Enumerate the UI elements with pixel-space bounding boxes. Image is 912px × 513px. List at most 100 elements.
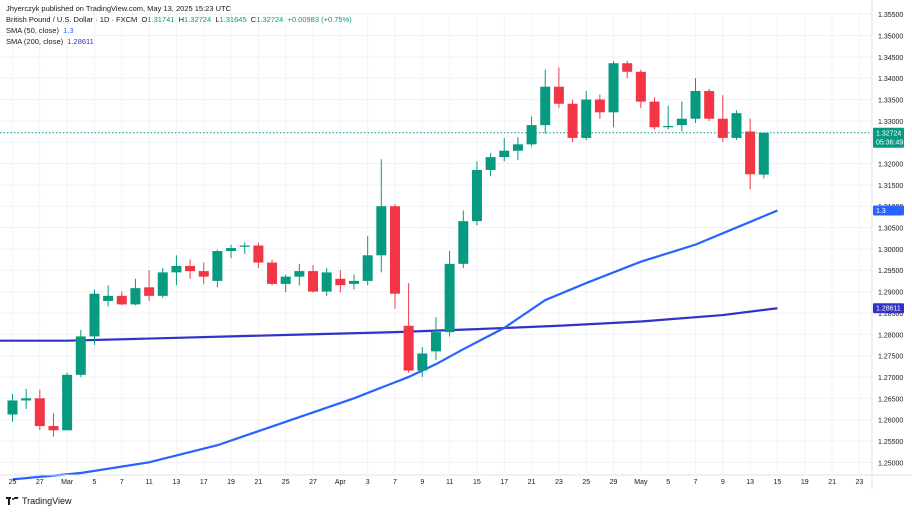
candle-body [553,86,564,104]
candle-body [321,272,332,292]
tradingview-watermark[interactable]: TradingView [6,496,72,506]
candle-up [7,394,18,422]
time-axis[interactable]: 25 27 Mar 5 7 11 13 17 19 21 25 27 Apr 3 7 9 11 15 17 21 23 2… [0,474,912,486]
candle-body [239,245,250,247]
candle-body [294,271,305,277]
tradingview-brand-text: TradingView [22,496,72,506]
candle-body [75,336,86,375]
candle-up [280,274,291,293]
time-tick-label: 19 [801,479,809,486]
candle-up [171,255,182,286]
ohlc-change: +0.00983 (+0.75%) [287,15,352,24]
time-tick-label: 25 [582,479,590,486]
time-tick-label: 7 [120,479,124,486]
candle-down [594,94,605,119]
candle-up [608,61,619,128]
candle-down [403,283,414,373]
price-tick-label: 1.25000 [878,460,903,467]
time-tick-label: 5 [666,479,670,486]
time-tick-label: 9 [721,479,725,486]
sma200-badge-bg [873,303,904,314]
candle-up [362,236,373,286]
candle-body [349,280,359,284]
time-tick-label: 27 [309,479,317,486]
price-tick-label: 1.27000 [878,375,903,382]
candle-body [335,278,346,286]
candle-up [444,251,455,337]
candle-body [676,118,687,126]
sma200-legend[interactable]: SMA (200, close) 1.28611 [6,36,352,47]
candle-body [34,398,45,427]
candle-up [376,159,387,273]
sma200-badge: 1.28611 [873,303,904,314]
candle-down [635,69,646,109]
tradingview-logo-icon [6,497,19,505]
candle-up [485,152,496,177]
candle-up [75,330,86,377]
candle-up [103,285,114,307]
candle-body [649,101,660,128]
time-tick-label: 15 [473,479,481,486]
candle-up [471,161,482,226]
candle-body [130,288,141,305]
candle-up [458,210,469,269]
candle-body [444,263,455,333]
time-tick-label: 15 [774,479,782,486]
candle-down [389,204,400,309]
sma200-legend-value: 1.28611 [67,37,94,46]
candle-body [485,157,496,170]
candle-down [649,97,660,130]
symbol-title[interactable]: British Pound / U.S. Dollar · 1D · FXCM [6,15,138,24]
time-tick-label: 27 [36,479,44,486]
candle-body [267,262,278,284]
price-tick-label: 1.33000 [878,119,903,126]
price-tick-label: 1.29500 [878,268,903,275]
candle-up [321,268,332,296]
candle-body [499,150,510,158]
candle-up [212,249,223,288]
candle-up [157,268,168,298]
price-tick-label: 1.35500 [878,12,903,19]
ohlc-open-label: O [141,15,148,24]
candle-up [758,132,769,179]
candle-up [239,242,250,255]
candles [7,61,769,437]
ohlc-low-label: L [215,15,220,24]
sma50-legend[interactable]: SMA (50, close) 1.3 [6,25,352,36]
time-tick-label: 3 [366,479,370,486]
candle-body [308,271,319,292]
candle-down [745,118,756,190]
price-tick-label: 1.34500 [878,55,903,62]
candle-body [512,144,523,151]
candle-up [690,78,701,123]
candle-body [622,63,633,72]
price-tick-label: 1.28500 [878,311,903,318]
candle-down [553,67,564,109]
sma200-badge-text: 1.28611 [876,306,901,313]
time-tick-label: 21 [828,479,836,486]
candle-down [622,61,633,79]
time-tick-label: 11 [145,479,152,486]
time-tick-label: 21 [528,479,536,486]
candle-body [417,353,428,371]
sma50-legend-label: SMA (50, close) [6,26,59,35]
candle-body [471,169,482,222]
candle-body [458,221,469,264]
candle-body [567,103,578,138]
candle-up [430,317,441,360]
price-badges: 1.32724 05:36:49 1.3 1.28611 [873,127,904,314]
ohlc-low: 1.31645 [219,15,247,24]
time-tick-label: 13 [746,479,754,486]
candle-body [581,99,592,138]
candle-body [48,426,59,431]
candle-down [335,270,346,293]
candle-body [731,113,742,138]
candle-body [89,293,100,337]
time-tick-label: May [634,479,648,486]
candle-body [157,272,168,296]
sma50-badge: 1.3 [873,205,904,216]
time-tick-label: 13 [173,479,181,486]
price-axis[interactable]: 1.25000 1.25500 1.26000 1.26500 1.27000 1.275… [871,0,912,490]
candle-body [144,287,155,296]
